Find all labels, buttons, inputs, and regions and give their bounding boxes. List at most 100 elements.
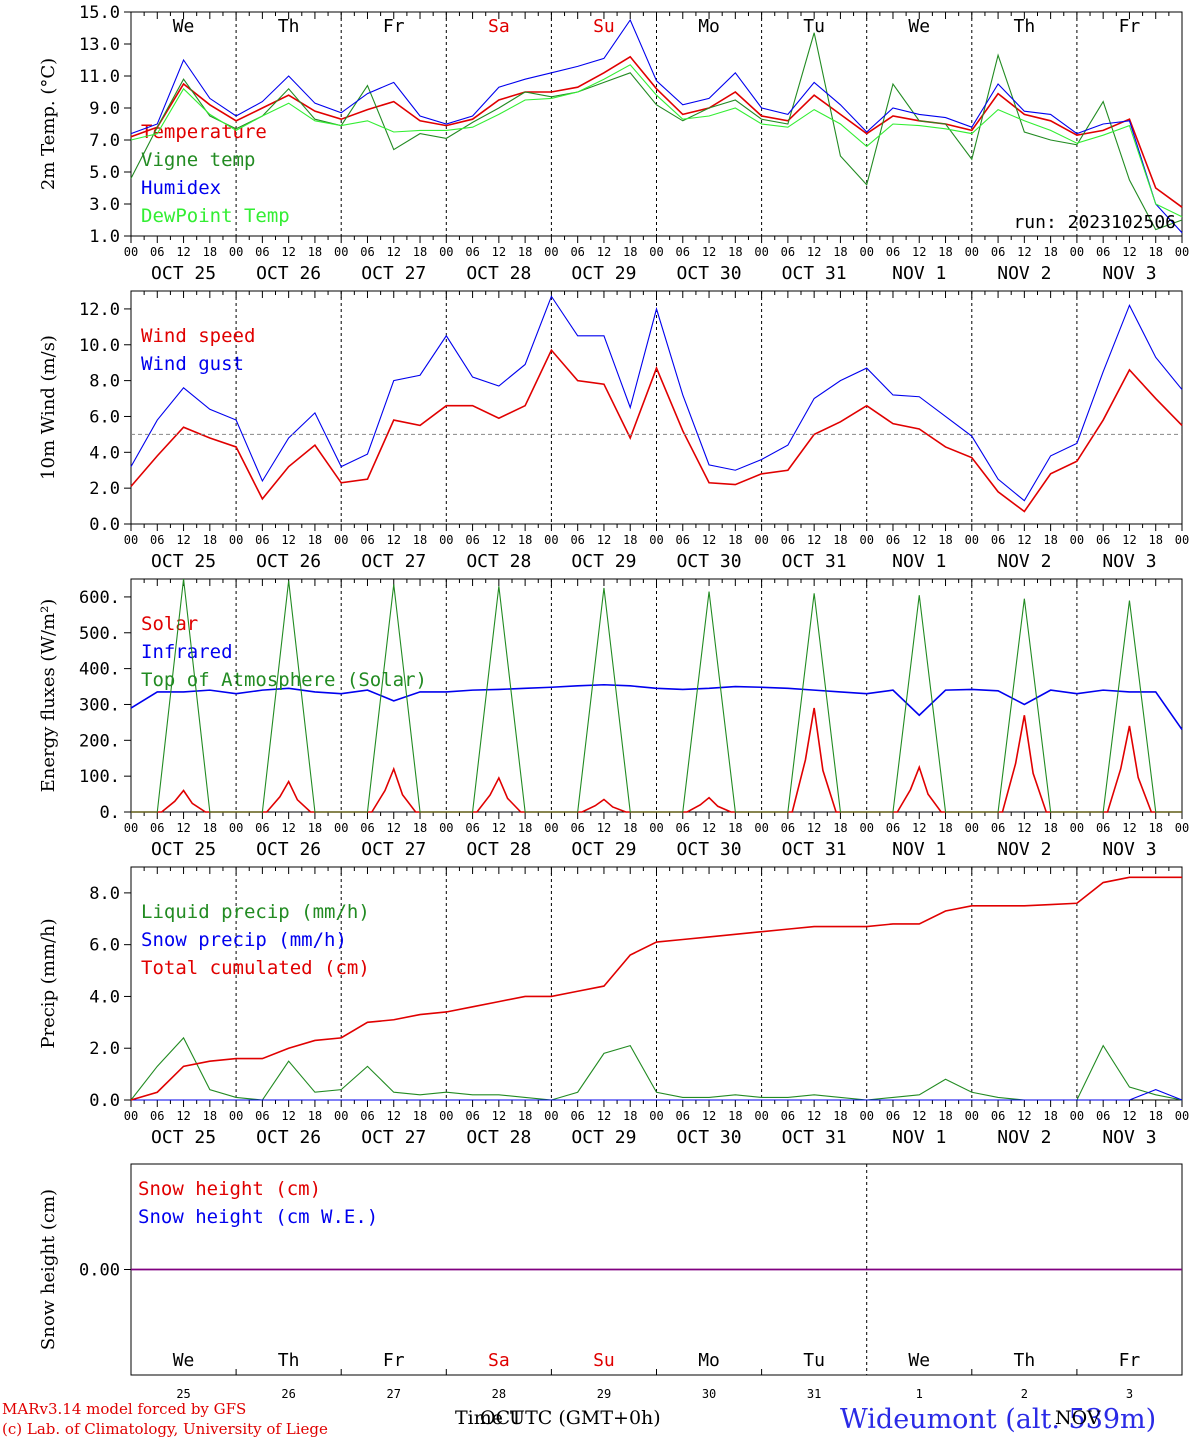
y-tick-label: 7.0: [89, 131, 120, 151]
hour-tick-label: 06: [255, 821, 269, 835]
weekday-label: Fr: [1119, 1350, 1141, 1371]
hour-tick-label: 18: [1148, 533, 1162, 547]
hour-tick-label: 18: [623, 533, 637, 547]
hour-tick-label: 12: [387, 533, 401, 547]
hour-tick-label: 18: [1043, 1109, 1057, 1123]
y-tick-label: 0.0: [89, 515, 120, 535]
hour-tick-label: 18: [623, 245, 637, 259]
hour-tick-label: 00: [1175, 1109, 1189, 1123]
hour-tick-label: 06: [360, 1109, 374, 1123]
hour-tick-label: 06: [465, 821, 479, 835]
date-label: OCT 26: [256, 263, 321, 284]
hour-tick-label: 00: [965, 1109, 979, 1123]
hour-tick-label: 12: [281, 533, 295, 547]
hour-tick-label: 18: [728, 245, 742, 259]
legend-entry: Temperature: [141, 121, 267, 143]
hour-tick-label: 12: [281, 821, 295, 835]
hour-tick-label: 18: [1148, 245, 1162, 259]
y-tick-label: 4.0: [89, 443, 120, 463]
y-tick-label: 8.0: [89, 372, 120, 392]
hour-tick-label: 00: [544, 821, 558, 835]
day-number-label: 29: [597, 1387, 611, 1401]
hour-tick-label: 12: [492, 821, 506, 835]
hour-tick-label: 00: [124, 245, 138, 259]
hour-tick-label: 00: [649, 821, 663, 835]
series-line: [130, 1036, 1183, 1101]
time-axis-overlap-text: OCT: [480, 1407, 523, 1429]
hour-tick-label: 12: [1017, 821, 1031, 835]
hour-tick-label: 18: [518, 1109, 532, 1123]
series-line: [131, 1089, 1183, 1101]
date-label: NOV 3: [1102, 1127, 1156, 1148]
weekday-label: We: [908, 16, 930, 37]
date-label: OCT 26: [256, 551, 321, 572]
date-label: OCT 26: [256, 1127, 321, 1148]
y-tick-label: 1.0: [89, 227, 120, 247]
date-label: OCT 29: [571, 839, 636, 860]
hour-tick-label: 18: [938, 533, 952, 547]
hour-tick-label: 00: [544, 1109, 558, 1123]
hour-tick-label: 06: [886, 533, 900, 547]
series-line: [130, 348, 1183, 513]
hour-tick-label: 00: [439, 821, 453, 835]
day-number-label: 28: [492, 1387, 506, 1401]
y-tick-label: 0.0: [89, 1091, 120, 1111]
date-label: OCT 28: [466, 263, 531, 284]
legend-entry: Vigne temp: [141, 149, 255, 171]
hour-tick-label: 12: [176, 533, 190, 547]
date-label: OCT 26: [256, 839, 321, 860]
date-label: OCT 30: [677, 1127, 742, 1148]
hour-tick-label: 06: [1096, 245, 1110, 259]
y-axis-label: Snow height (cm): [38, 1189, 59, 1350]
hour-tick-label: 06: [1096, 533, 1110, 547]
hour-tick-label: 06: [676, 533, 690, 547]
hour-tick-label: 06: [360, 821, 374, 835]
y-tick-label: 2.0: [89, 1039, 120, 1059]
hour-tick-label: 12: [492, 1109, 506, 1123]
hour-tick-label: 06: [991, 821, 1005, 835]
hour-tick-label: 18: [203, 1109, 217, 1123]
hour-tick-label: 18: [1148, 821, 1162, 835]
hour-tick-label: 12: [281, 245, 295, 259]
hour-tick-label: 00: [1175, 245, 1189, 259]
hour-tick-label: 06: [570, 245, 584, 259]
hour-tick-label: 12: [387, 821, 401, 835]
date-label: OCT 27: [361, 263, 426, 284]
date-label: OCT 31: [782, 1127, 847, 1148]
weekday-label: Tu: [803, 1350, 825, 1371]
hour-tick-label: 06: [570, 533, 584, 547]
hour-tick-label: 00: [859, 245, 873, 259]
date-label: OCT 28: [466, 839, 531, 860]
date-label: NOV 3: [1102, 839, 1156, 860]
hour-tick-label: 06: [255, 245, 269, 259]
hour-tick-label: 18: [833, 821, 847, 835]
hour-tick-label: 12: [597, 1109, 611, 1123]
hour-tick-label: 12: [1122, 245, 1136, 259]
hour-tick-label: 18: [308, 533, 322, 547]
hour-tick-label: 06: [781, 1109, 795, 1123]
y-tick-label: 11.0: [79, 67, 120, 87]
date-label: OCT 31: [782, 263, 847, 284]
hour-tick-label: 12: [912, 1109, 926, 1123]
weekday-label: Th: [1014, 1350, 1036, 1371]
hour-tick-label: 06: [150, 245, 164, 259]
y-tick-label: 300.: [79, 695, 120, 715]
y-tick-label: 15.0: [79, 3, 120, 23]
footer-lab-line: (c) Lab. of Climatology, University of L…: [2, 1420, 328, 1438]
hour-tick-label: 12: [281, 1109, 295, 1123]
legend-entry: Humidex: [141, 177, 221, 199]
date-label: NOV 2: [997, 839, 1051, 860]
hour-tick-label: 12: [912, 533, 926, 547]
hour-tick-label: 00: [229, 1109, 243, 1123]
hour-tick-label: 00: [544, 245, 558, 259]
date-label: NOV 1: [892, 1127, 946, 1148]
legend-entry: Snow height (cm W.E.): [138, 1206, 378, 1228]
y-tick-label: 0.: [100, 803, 120, 823]
hour-tick-label: 00: [649, 1109, 663, 1123]
weekday-label: Fr: [383, 1350, 405, 1371]
legend-entry: DewPoint Temp: [141, 205, 290, 227]
hour-tick-label: 00: [544, 533, 558, 547]
footer-model-line: MARv3.14 model forced by GFS: [2, 1400, 246, 1418]
hour-tick-label: 18: [728, 1109, 742, 1123]
hour-tick-label: 06: [781, 821, 795, 835]
